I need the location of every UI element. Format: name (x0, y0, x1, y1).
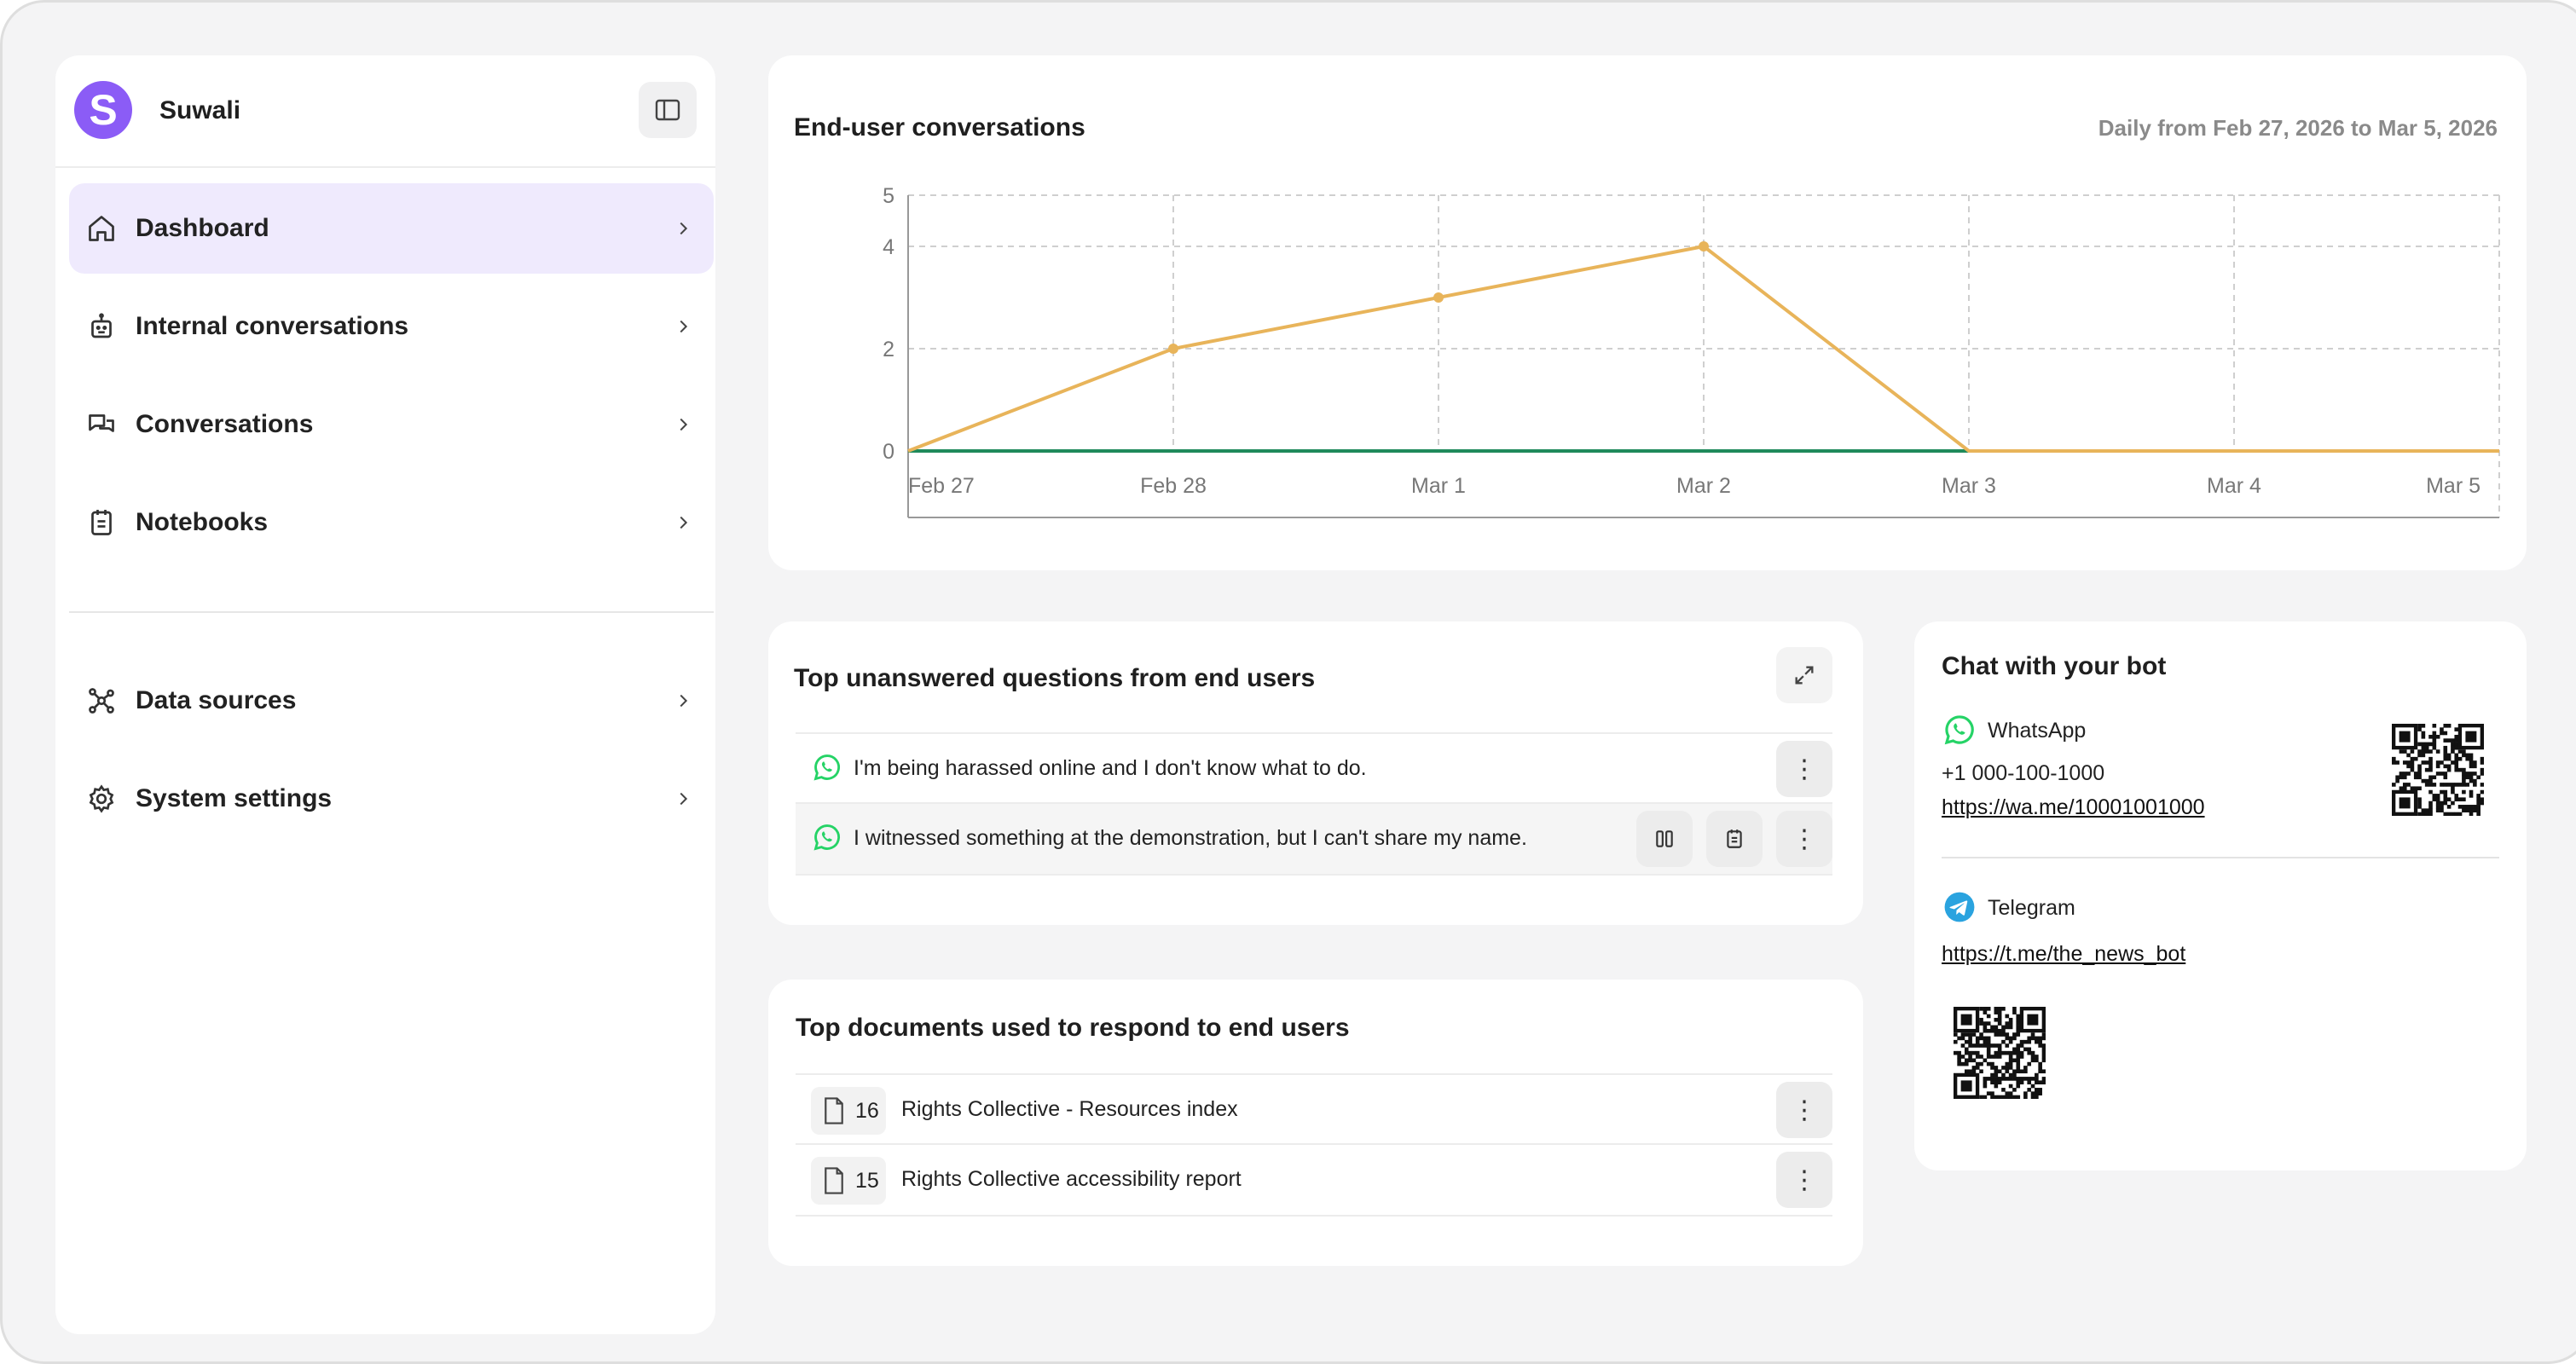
x-tick-label: Feb 27 (908, 474, 975, 498)
file-icon (825, 1167, 843, 1194)
divider (55, 166, 715, 168)
sidebar-item-internal-conversations[interactable]: Internal conversations (69, 281, 714, 372)
avatar[interactable]: S (74, 81, 132, 139)
more-options-button[interactable]: ⋮ (1776, 1082, 1832, 1138)
conversations-chart-card: End-user conversations Daily from Feb 27… (768, 55, 2527, 570)
sidebar-item-dashboard[interactable]: Dashboard (69, 183, 714, 274)
sidebar-item-label: System settings (136, 784, 333, 812)
whatsapp-icon (813, 824, 840, 851)
card-title: Top unanswered questions from end users (794, 664, 1316, 692)
x-tick-label: Feb 28 (1140, 474, 1207, 498)
more-vertical-icon: ⋮ (1792, 1165, 1817, 1194)
card-title: Chat with your bot (1942, 652, 2167, 680)
question-row[interactable]: I'm being harassed online and I don't kn… (796, 732, 1832, 804)
network-icon (84, 684, 119, 718)
x-tick-label: Mar 4 (2207, 474, 2261, 498)
sidebar: S Suwali Dashboard Internal conv (55, 55, 715, 1334)
brand: S Suwali (74, 81, 697, 141)
x-tick-label: Mar 3 (1942, 474, 1996, 498)
more-options-button[interactable]: ⋮ (1776, 1152, 1832, 1208)
more-vertical-icon: ⋮ (1792, 754, 1817, 783)
chat-bubbles-icon (84, 407, 119, 442)
document-row[interactable]: 15 Rights Collective accessibility repor… (796, 1145, 1832, 1217)
question-text: I'm being harassed online and I don't kn… (854, 756, 1367, 780)
add-to-notebook-button[interactable] (1706, 811, 1763, 867)
sidebar-item-label: Data sources (136, 686, 297, 714)
usage-count: 15 (855, 1168, 879, 1193)
document-name: Rights Collective - Resources index (901, 1097, 1238, 1121)
whatsapp-link[interactable]: https://wa.me/10001001000 (1942, 795, 2205, 819)
whatsapp-phone: +1 000-100-1000 (1942, 761, 2105, 785)
sidebar-item-label: Dashboard (136, 214, 269, 242)
more-vertical-icon: ⋮ (1792, 824, 1817, 853)
expand-icon (1795, 666, 1814, 685)
file-icon (825, 1097, 843, 1124)
home-icon (84, 211, 119, 246)
sidebar-item-conversations[interactable]: Conversations (69, 379, 714, 470)
chevron-right-icon (666, 407, 700, 442)
sidebar-item-label: Notebooks (136, 508, 269, 536)
chevron-right-icon (666, 684, 700, 718)
question-row[interactable]: I witnessed something at the demonstrati… (796, 804, 1832, 876)
expand-button[interactable] (1776, 647, 1832, 703)
chevron-right-icon (666, 309, 700, 344)
more-options-button[interactable]: ⋮ (1776, 811, 1832, 867)
more-options-button[interactable]: ⋮ (1776, 741, 1832, 797)
top-documents-card: Top documents used to respond to end use… (768, 980, 1863, 1266)
sidebar-item-data-sources[interactable]: Data sources (69, 656, 714, 746)
whatsapp-icon (813, 754, 840, 781)
divider (1942, 857, 2499, 858)
y-tick-label: 5 (883, 184, 894, 208)
question-text: I witnessed something at the demonstrati… (854, 826, 1527, 850)
telegram-icon (1944, 892, 1975, 922)
data-point (1168, 344, 1178, 354)
chart-date-range: Daily from Feb 27, 2026 to Mar 5, 2026 (2098, 115, 2498, 141)
telegram-link[interactable]: https://t.me/the_news_bot (1942, 942, 2186, 966)
telegram-label: Telegram (1988, 896, 2075, 920)
gear-icon (84, 782, 119, 816)
whatsapp-qr-code[interactable] (2392, 724, 2484, 816)
chevron-right-icon (666, 506, 700, 540)
x-tick-label: Mar 1 (1411, 474, 1466, 498)
whatsapp-icon (1944, 715, 1974, 745)
telegram-qr-code[interactable] (1954, 1007, 2046, 1099)
whatsapp-label: WhatsApp (1988, 719, 2087, 743)
y-tick-label: 4 (883, 235, 894, 259)
chat-with-bot-card: Chat with your bot WhatsApp +1 000-100-1… (1914, 621, 2527, 1170)
columns-button[interactable] (1636, 811, 1693, 867)
x-tick-label: Mar 5 (2426, 474, 2480, 498)
divider (69, 611, 714, 613)
document-name: Rights Collective accessibility report (901, 1167, 1242, 1191)
x-tick-label: Mar 2 (1676, 474, 1731, 498)
line-chart: 0 2 4 5 Feb 27 Feb 28 Mar 1 Mar 2 Mar 3 Mar 4 Mar … (883, 184, 2500, 518)
card-title: Top documents used to respond to end use… (796, 1014, 1350, 1042)
sidebar-toggle-icon (655, 99, 680, 121)
chevron-right-icon (666, 211, 700, 246)
collapse-sidebar-button[interactable] (639, 82, 697, 138)
robot-icon (84, 309, 119, 344)
brand-name: Suwali (159, 96, 241, 124)
y-tick-label: 2 (883, 338, 894, 361)
columns-icon (1656, 830, 1673, 847)
data-point (1433, 292, 1444, 303)
more-vertical-icon: ⋮ (1792, 1095, 1817, 1124)
sidebar-item-system-settings[interactable]: System settings (69, 754, 714, 844)
usage-count-badge: 16 (811, 1087, 886, 1135)
notebook-icon (1727, 829, 1742, 848)
usage-count-badge: 15 (811, 1157, 886, 1205)
chart-title: End-user conversations (794, 113, 1085, 142)
sidebar-item-notebooks[interactable]: Notebooks (69, 477, 714, 568)
notebook-icon (84, 506, 119, 540)
data-point (1699, 241, 1709, 251)
chevron-right-icon (666, 782, 700, 816)
usage-count: 16 (855, 1098, 879, 1123)
unanswered-questions-card: Top unanswered questions from end users … (768, 621, 1863, 925)
y-tick-label: 0 (883, 440, 894, 464)
sidebar-item-label: Internal conversations (136, 312, 409, 340)
document-row[interactable]: 16 Rights Collective - Resources index ⋮ (796, 1073, 1832, 1145)
sidebar-item-label: Conversations (136, 410, 314, 438)
